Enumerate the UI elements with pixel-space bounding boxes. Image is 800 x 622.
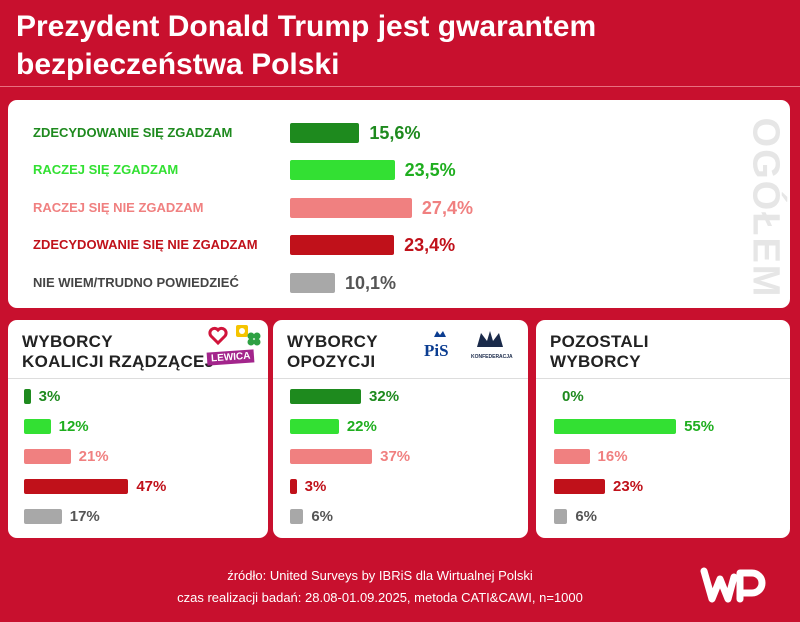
overall-row-label: RACZEJ SIĘ ZGADZAM — [33, 162, 179, 177]
group-pct-label: 47% — [136, 478, 167, 495]
konfederacja-crown-icon — [477, 331, 503, 347]
group-bar — [24, 419, 51, 434]
group-pct-label: 12% — [58, 418, 89, 435]
heart-icon — [208, 326, 228, 346]
group-card-title: WYBORCY OPOZYCJI — [287, 332, 378, 372]
overall-bar — [290, 160, 395, 180]
group-pct-label: 6% — [311, 508, 333, 525]
group-bar — [290, 449, 373, 464]
group-pct-label: 3% — [304, 478, 327, 495]
group-pct-label: 21% — [78, 448, 109, 465]
group-pct-label: 22% — [346, 418, 377, 435]
overall-bar — [290, 198, 412, 218]
group-bar — [24, 479, 129, 494]
group-pct-label: 6% — [575, 508, 597, 525]
overall-pct-label: 15,6% — [369, 123, 421, 143]
group-card-title: POZOSTALI WYBORCY — [550, 332, 649, 372]
group-pct-label: 0% — [562, 388, 584, 405]
group-pct-label: 55% — [684, 418, 715, 435]
overall-pct-label: 10,1% — [344, 273, 396, 293]
group-card-divider — [273, 378, 528, 379]
group-bar — [24, 389, 31, 404]
group-pct-label: 3% — [38, 388, 61, 405]
overall-row-label: ZDECYDOWANIE SIĘ ZGADZAM — [33, 125, 233, 140]
group-pct-label: 37% — [380, 448, 411, 465]
source-note: źródło: United Surveys by IBRiS dla Wirt… — [227, 568, 533, 583]
pis-logo: PiS — [424, 341, 449, 360]
group-bar — [554, 509, 568, 524]
group-bar — [290, 509, 304, 524]
wp-logo-icon — [700, 567, 766, 603]
group-pct-label: 23% — [613, 478, 644, 495]
overall-row-label: RACZEJ SIĘ NIE ZGADZAM — [33, 200, 204, 215]
group-title-line2: WYBORCY — [550, 352, 641, 371]
group-bar — [24, 509, 62, 524]
group-bar — [554, 449, 590, 464]
overall-pct-label: 23,5% — [404, 160, 456, 180]
group-title-line2: KOALICJI RZĄDZĄCEJ — [22, 352, 215, 371]
group-bar — [554, 479, 606, 494]
overall-bar — [290, 273, 335, 293]
group-title-line2: OPOZYCJI — [287, 352, 376, 371]
overall-row-label: ZDECYDOWANIE SIĘ NIE ZGADZAM — [33, 237, 258, 252]
overall-pct-label: 27,4% — [421, 198, 473, 218]
group-pct-label: 16% — [597, 448, 628, 465]
chart-title: Prezydent Donald Trump jest gwarantem be… — [16, 10, 597, 81]
group-title-line1: WYBORCY — [287, 332, 378, 351]
overall-bar — [290, 123, 360, 143]
group-title-line1: POZOSTALI — [550, 332, 649, 351]
overall-row-label: NIE WIEM/TRUDNO POWIEDZIEĆ — [33, 275, 239, 290]
overall-side-label: OGÓŁEM — [744, 117, 787, 299]
overall-bar — [290, 235, 395, 255]
group-card-title: WYBORCY KOALICJI RZĄDZĄCEJ — [22, 332, 214, 372]
method-note: czas realizacji badań: 28.08-01.09.2025,… — [177, 590, 583, 605]
lewica-logo: LEWICA — [206, 349, 255, 366]
group-card-divider — [8, 378, 268, 379]
group-pct-label: 17% — [69, 508, 100, 525]
star-logo-icon — [236, 325, 248, 337]
group-bar — [554, 419, 677, 434]
group-card-koalicja: WYBORCY KOALICJI RZĄDZĄCEJ LEWICA — [8, 320, 268, 538]
overall-side-label-text: OGÓŁEM — [744, 117, 787, 299]
group-bar — [24, 449, 71, 464]
group-bar — [290, 389, 362, 404]
group-title-line1: WYBORCY — [22, 332, 113, 351]
konfederacja-logo: KONFEDERACJA — [471, 354, 513, 360]
pis-eagle-icon — [434, 331, 446, 337]
clover-icon — [247, 332, 261, 346]
group-card-divider — [536, 378, 790, 379]
overall-pct-label: 23,4% — [404, 235, 456, 255]
group-pct-label: 32% — [369, 388, 400, 405]
group-bar — [290, 419, 339, 434]
group-bar — [290, 479, 297, 494]
title-divider — [0, 86, 800, 87]
